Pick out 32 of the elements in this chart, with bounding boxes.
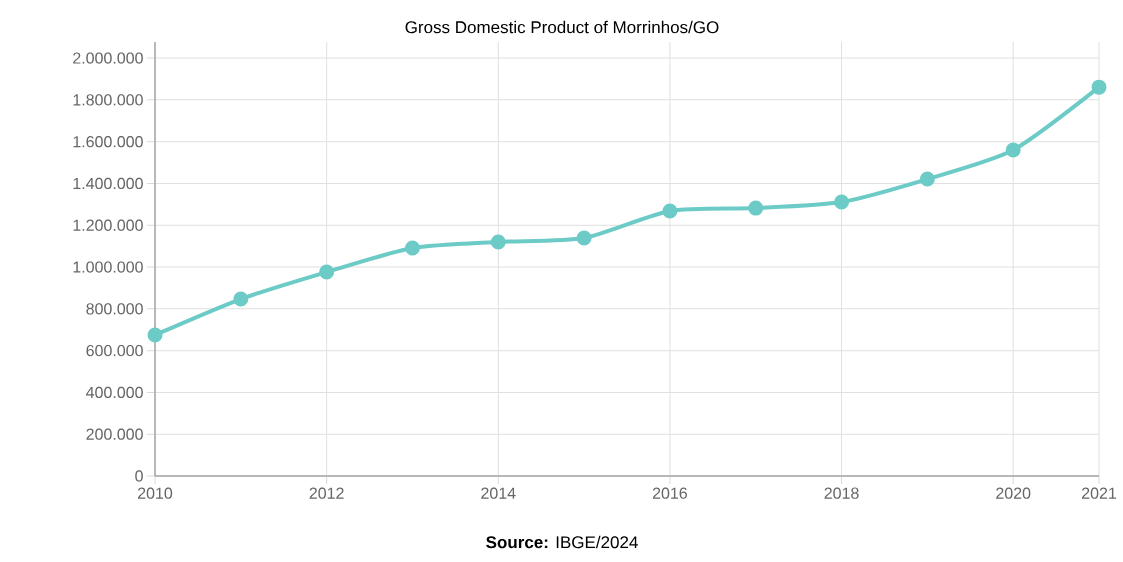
y-tick-label: 400.000: [86, 386, 143, 399]
x-tick-label: 2020: [996, 487, 1031, 499]
y-tick-label: 1.400.000: [73, 177, 143, 190]
point: [404, 240, 420, 256]
x-tick-label: 2021: [1082, 487, 1117, 499]
y-tick-label: 1.000.000: [73, 261, 143, 273]
point: [834, 194, 850, 210]
y-tick-label: 0: [135, 470, 143, 482]
point: [1005, 142, 1021, 158]
x-tick-label: 2012: [309, 487, 344, 499]
y-tick-label: 2.000.000: [73, 52, 143, 64]
point: [233, 291, 249, 307]
x-tick-label: 2010: [138, 487, 173, 499]
point: [748, 200, 764, 216]
point: [576, 230, 592, 246]
text: Source: IBGE/2024: [486, 535, 638, 549]
y-tick-label: 200.000: [86, 428, 143, 440]
point: [319, 264, 335, 280]
point: [490, 234, 506, 250]
x-tick-label: 2018: [824, 487, 859, 499]
y-tick-label: 1.600.000: [73, 136, 143, 148]
chart-title: Gross Domestic Product of Morrinhos/GO: [405, 20, 719, 34]
x-tick-label: 2014: [481, 487, 516, 499]
y-tick-label: 1.800.000: [73, 94, 143, 106]
point: [662, 203, 678, 219]
x-tick-label: 2016: [652, 487, 687, 499]
point: [919, 171, 935, 187]
y-tick-label: 1.200.000: [73, 219, 143, 231]
y-tick-label: 600.000: [86, 344, 143, 357]
y-tick-label: 800.000: [86, 303, 143, 315]
point: [147, 327, 163, 343]
point: [1091, 79, 1107, 95]
